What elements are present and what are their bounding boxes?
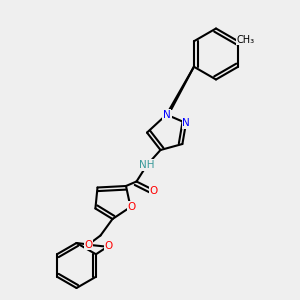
Text: O: O: [104, 241, 112, 251]
Text: O: O: [128, 202, 136, 212]
Text: O: O: [84, 239, 93, 250]
Text: NH: NH: [139, 160, 155, 170]
Text: N: N: [164, 110, 172, 121]
Text: N: N: [182, 118, 190, 128]
Text: O: O: [150, 185, 158, 196]
Text: N: N: [163, 110, 170, 120]
Text: CH₃: CH₃: [236, 35, 255, 45]
